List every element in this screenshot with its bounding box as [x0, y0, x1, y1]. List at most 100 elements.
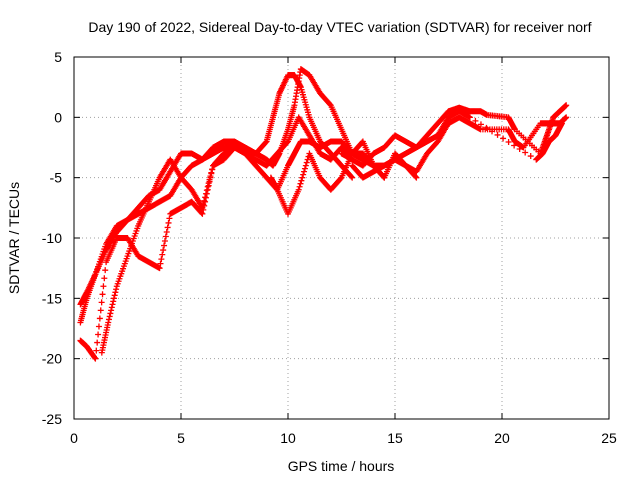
y-axis-label: SDTVAR / TECUs: [6, 182, 22, 294]
data-point: [500, 135, 507, 142]
data-point: [99, 291, 106, 298]
data-point: [466, 114, 473, 121]
data-point: [204, 186, 211, 193]
x-tick-label: 5: [177, 430, 185, 446]
y-tick-label: -15: [42, 290, 62, 306]
data-point: [97, 307, 104, 314]
data-point: [477, 121, 484, 128]
data-point: [112, 289, 119, 296]
data-point: [413, 174, 420, 181]
y-tick-label: -25: [42, 411, 62, 427]
data-point: [203, 190, 210, 197]
data-point: [205, 182, 212, 189]
data-point: [349, 174, 356, 181]
data-point: [102, 267, 109, 274]
data-point: [105, 319, 112, 326]
data-point: [164, 224, 171, 231]
data-point: [201, 202, 208, 209]
data-point: [516, 146, 523, 153]
data-point: [163, 228, 170, 235]
data-point: [337, 175, 344, 182]
data-point: [489, 128, 496, 135]
data-point: [111, 292, 118, 299]
data-point: [161, 238, 168, 245]
data-point: [101, 275, 108, 282]
data-point: [160, 247, 167, 254]
x-tick-label: 20: [494, 430, 510, 446]
data-point: [107, 310, 114, 317]
data-point: [92, 355, 99, 362]
data-point: [299, 174, 306, 181]
data-point: [303, 159, 310, 166]
x-tick-label: 0: [70, 430, 78, 446]
data-point: [483, 124, 490, 131]
y-tick-label: -20: [42, 351, 62, 367]
data-point: [206, 178, 213, 185]
data-point: [109, 301, 116, 308]
data-point: [105, 316, 112, 323]
data-point: [91, 354, 98, 361]
data-point: [207, 174, 214, 181]
y-tick-label: -5: [50, 170, 63, 186]
data-point: [209, 166, 216, 173]
series-track-7: [267, 108, 565, 193]
x-tick-label: 25: [601, 430, 617, 446]
data-point: [348, 173, 355, 180]
data-point: [522, 149, 529, 156]
data-point: [297, 180, 304, 187]
data-point: [494, 131, 501, 138]
data-point: [284, 139, 291, 146]
x-axis-label: GPS time / hours: [288, 458, 395, 474]
data-point: [301, 168, 308, 175]
tick-labels: 0 5 10 15 20 25 5 0 -5 -10 -15 -20 -25: [42, 49, 617, 446]
chart-title: Day 190 of 2022, Sidereal Day-to-day VTE…: [88, 19, 591, 35]
data-point: [165, 219, 172, 226]
data-point: [100, 283, 107, 290]
data-point: [326, 101, 333, 108]
data-point: [166, 215, 173, 222]
data-point: [93, 347, 100, 354]
data-point: [295, 186, 302, 193]
axis-ticks: [73, 56, 610, 420]
data-point: [95, 323, 102, 330]
data-point: [113, 286, 120, 293]
series-track-5: [338, 102, 570, 169]
data-point: [301, 165, 308, 172]
data-point: [110, 298, 117, 305]
data-points: [77, 66, 570, 362]
data-point: [527, 153, 534, 160]
y-tick-label: -10: [42, 230, 62, 246]
y-tick-label: 0: [54, 109, 62, 125]
data-point: [563, 102, 570, 109]
data-point: [511, 142, 518, 149]
data-point: [412, 173, 419, 180]
y-tick-label: 5: [54, 49, 62, 65]
data-point: [95, 331, 102, 338]
data-point: [158, 256, 165, 263]
data-point: [472, 117, 479, 124]
data-point: [106, 313, 113, 320]
data-point: [96, 315, 103, 322]
data-point: [108, 307, 115, 314]
data-point: [161, 242, 168, 249]
data-point: [198, 209, 205, 216]
data-point: [558, 120, 565, 127]
data-point: [199, 210, 206, 217]
data-point: [202, 198, 209, 205]
data-point: [156, 265, 163, 272]
data-point: [302, 162, 309, 169]
data-point: [200, 206, 207, 213]
data-point: [108, 304, 115, 311]
data-point: [162, 233, 169, 240]
data-point: [202, 194, 209, 201]
series-track-4: [77, 138, 420, 362]
data-point: [505, 138, 512, 145]
x-tick-label: 15: [387, 430, 403, 446]
data-point: [110, 295, 117, 302]
data-point: [300, 171, 307, 178]
data-point: [98, 299, 105, 306]
data-point: [94, 339, 101, 346]
data-point: [262, 139, 269, 146]
